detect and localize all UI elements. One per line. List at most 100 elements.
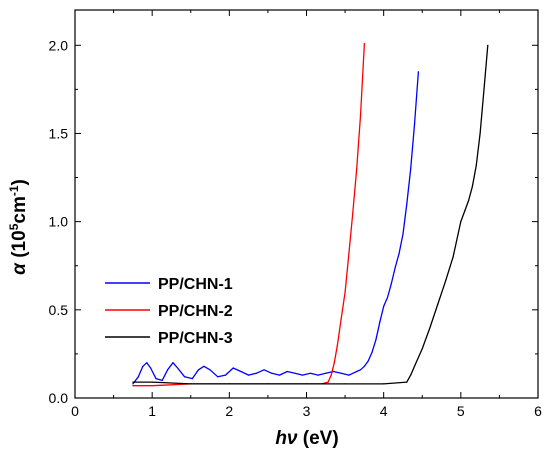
- series-1-point: [359, 369, 362, 371]
- axes: [74, 9, 539, 399]
- series-1-point: [255, 372, 257, 374]
- series-3-point: [151, 381, 153, 383]
- series-1-point: [363, 365, 365, 367]
- series-1-point: [406, 203, 408, 205]
- series-1-point: [150, 367, 152, 369]
- series-3-point: [410, 374, 412, 376]
- series-1-point: [167, 369, 169, 371]
- series-3-point: [132, 381, 134, 383]
- series-1-point: [340, 372, 342, 374]
- series-2-point: [330, 374, 332, 376]
- series-1-point: [184, 376, 186, 378]
- series-1-point: [172, 362, 174, 364]
- y-axis-title-close: ): [9, 179, 30, 185]
- series-1-point: [155, 378, 157, 380]
- series-3-point: [487, 44, 489, 46]
- series-1-point: [371, 351, 373, 353]
- x-tick-label-3: 3: [303, 403, 311, 419]
- series-1-point: [191, 378, 193, 380]
- series-1-point: [410, 168, 412, 170]
- legend: PP/CHN-1 PP/CHN-2 PP/CHN-3: [105, 276, 233, 347]
- x-tick-label-1: 1: [148, 403, 156, 419]
- series-1-point: [161, 379, 163, 381]
- y-tick-label-4: 2.0: [49, 37, 69, 53]
- series-3-point: [429, 326, 431, 329]
- y-axis-title-sup1: 5: [7, 223, 21, 230]
- series-1-point: [294, 372, 296, 374]
- y-tick-label-3: 1.5: [49, 125, 69, 141]
- series-1-point: [278, 374, 281, 376]
- series-1-point: [137, 376, 139, 378]
- x-tick-label-4: 4: [380, 403, 388, 419]
- series-1-point: [356, 370, 358, 373]
- series-2-point: [132, 385, 134, 387]
- legend-label-3: PP/CHN-3: [158, 330, 233, 347]
- series-3-point: [471, 185, 473, 187]
- series-1-point: [390, 282, 392, 284]
- series-3-point: [190, 383, 192, 385]
- series-1-point: [394, 266, 396, 269]
- series-3-point: [444, 281, 446, 283]
- series-3-point: [406, 381, 408, 383]
- series-1-point: [248, 374, 250, 376]
- series-2-point: [356, 168, 358, 170]
- series-3-point: [344, 383, 346, 385]
- series-2-point: [333, 362, 335, 364]
- y-axis-title-sup2: -1: [7, 185, 21, 196]
- series-1-point: [209, 369, 211, 371]
- series-2-point: [348, 252, 350, 254]
- series-1-point: [348, 374, 350, 376]
- series-1-point: [146, 362, 148, 364]
- x-tick-label-6: 6: [534, 403, 542, 419]
- series-3-point: [475, 164, 477, 166]
- plot-frame: [74, 9, 539, 399]
- series-line-3: [132, 45, 489, 385]
- series-2-point: [151, 385, 153, 387]
- series-2-point: [359, 115, 362, 117]
- series-1-point: [224, 374, 227, 376]
- series-2-point: [352, 212, 354, 214]
- series-1-point: [332, 370, 335, 373]
- series-1-point: [317, 374, 319, 376]
- x-tick-label-0: 0: [71, 403, 79, 419]
- series-1-point: [203, 365, 205, 367]
- series-1-point: [302, 374, 304, 376]
- series-1-point: [142, 365, 144, 367]
- y-axis-title-open: (10: [9, 230, 30, 263]
- series-2-point: [344, 291, 346, 293]
- series-2-point: [340, 318, 342, 320]
- x-axis-title: hν (eV): [275, 428, 338, 449]
- series-1-point: [386, 296, 389, 299]
- series-1-point: [309, 372, 311, 374]
- y-tick-label-1: 0.5: [49, 302, 69, 318]
- series-1-point: [398, 252, 400, 254]
- series-1-point: [352, 372, 354, 374]
- series-2-point: [363, 42, 365, 45]
- series-1-point: [240, 370, 242, 373]
- y-tick-label-2: 1.0: [49, 214, 69, 230]
- series-1-point: [413, 124, 416, 126]
- y-axis-title: α (105cm-1): [7, 179, 30, 275]
- legend-label-1: PP/CHN-1: [158, 276, 233, 293]
- series-1-point: [271, 372, 273, 374]
- series-lines: [132, 42, 489, 387]
- y-axis-title-symbol: α: [9, 262, 30, 275]
- ticks: 0 1 2 3 4 5 6 0.0 0.5 1.0 1.5 2.0: [49, 10, 542, 419]
- series-1-point: [232, 367, 234, 369]
- series-3-point: [479, 132, 481, 135]
- series-3-point: [483, 88, 485, 90]
- series-1-point: [367, 360, 369, 362]
- x-axis-title-unit: (eV): [298, 428, 339, 449]
- series-3-point: [460, 221, 462, 223]
- series-2-point: [327, 381, 329, 383]
- x-tick-label-5: 5: [457, 403, 465, 419]
- y-tick-label-0: 0.0: [49, 390, 69, 406]
- series-1-point: [132, 383, 134, 385]
- series-3-point: [413, 365, 416, 367]
- series-3-point: [383, 383, 385, 385]
- series-1-point: [402, 233, 404, 235]
- series-1-point: [325, 372, 327, 374]
- series-3-point: [464, 210, 466, 212]
- legend-label-2: PP/CHN-2: [158, 303, 233, 320]
